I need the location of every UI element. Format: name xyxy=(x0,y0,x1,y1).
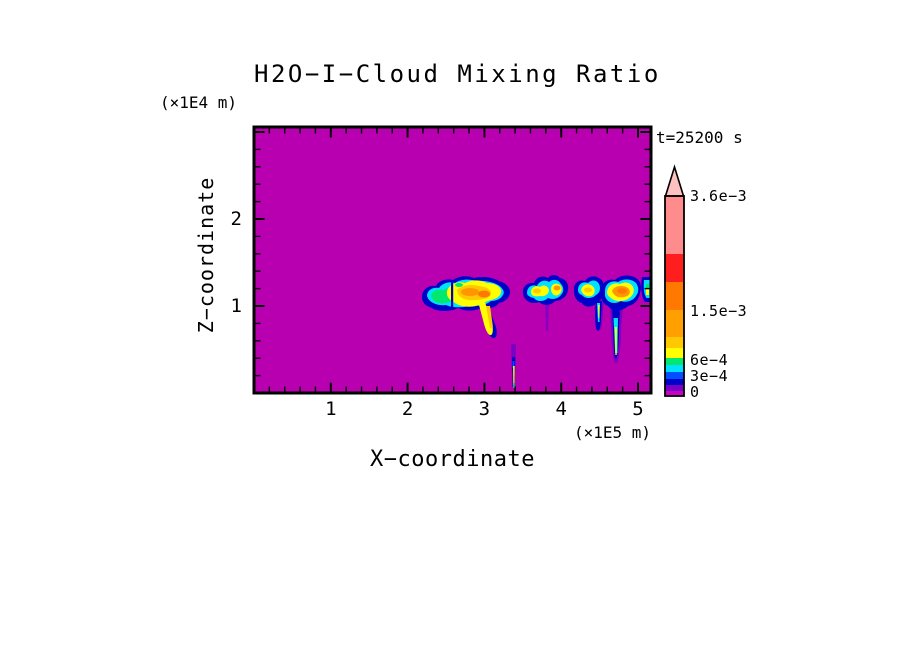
colorbar-overflow-arrow xyxy=(664,164,685,197)
x-axis-title: X−coordinate xyxy=(370,447,535,472)
chart-title: H2O−I−Cloud Mixing Ratio xyxy=(254,60,661,88)
colorbar-segment xyxy=(665,385,684,391)
colorbar-segment xyxy=(665,254,684,282)
x-tick-label: 5 xyxy=(632,398,644,420)
colorbar-value-label: 6e−4 xyxy=(690,351,729,369)
colorbar-segment xyxy=(665,196,684,254)
colorbar-segment xyxy=(665,372,684,379)
colorbar-segment xyxy=(665,282,684,310)
colorbar-segment xyxy=(665,358,684,365)
colorbar-segment xyxy=(665,391,684,396)
colorbar-segments xyxy=(665,196,684,396)
colorbar-segment xyxy=(665,379,684,385)
z-tick-label: 1 xyxy=(230,295,242,317)
x-axis-unit-label: (×1E5 m) xyxy=(573,423,651,442)
colorbar-value-label: 3e−4 xyxy=(690,367,729,385)
z-tick-label: 2 xyxy=(230,208,242,230)
colorbar-value-label: 0 xyxy=(690,383,700,401)
colorbar-segment xyxy=(665,365,684,372)
colorbar-value-label: 1.5e−3 xyxy=(690,302,748,320)
colorbar-segment xyxy=(665,337,684,348)
cloud-central xyxy=(522,275,569,331)
colorbar-value-label: 3.6e−3 xyxy=(690,187,748,205)
time-annotation: t=25200 s xyxy=(656,128,743,147)
z-axis-unit-label: (×1E4 m) xyxy=(160,93,238,112)
colorbar-border xyxy=(664,195,685,397)
x-tick-label: 4 xyxy=(555,398,567,420)
colorbar-segment xyxy=(665,310,684,337)
plot-area xyxy=(254,127,651,393)
cloud-west xyxy=(422,276,511,339)
x-tick-label: 3 xyxy=(478,398,491,420)
cloud-east xyxy=(573,275,641,363)
precip-streak-west xyxy=(511,344,516,388)
x-tick-label: 1 xyxy=(325,398,337,420)
plot-border xyxy=(252,125,653,395)
x-tick-label: 2 xyxy=(401,398,414,420)
axis-ticks xyxy=(255,128,650,392)
colorbar-segment xyxy=(665,348,684,358)
